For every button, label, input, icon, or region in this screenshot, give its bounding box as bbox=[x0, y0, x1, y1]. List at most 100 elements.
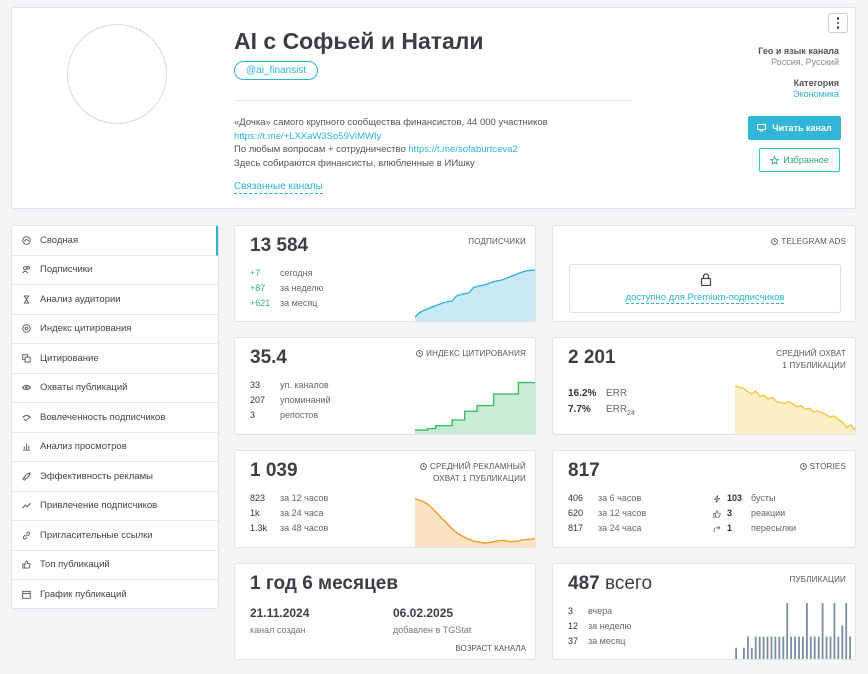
publication-bar bbox=[849, 636, 851, 659]
publication-bar bbox=[829, 636, 832, 659]
dashboard-icon bbox=[22, 236, 31, 245]
channel-age-value: 1 год 6 месяцев bbox=[250, 573, 399, 594]
sidebar-item-citation[interactable]: Цитирование bbox=[12, 344, 218, 374]
sidebar: Сводная Подписчики Анализ аудитории Инде… bbox=[11, 225, 219, 609]
sidebar-item-engagement[interactable]: Вовлеченность подписчиков bbox=[12, 403, 218, 433]
related-channels-link[interactable]: Связанные каналы bbox=[234, 181, 323, 194]
publication-bar bbox=[743, 647, 745, 659]
clock-icon bbox=[416, 350, 424, 357]
channel-header: AI с Софьей и Натали @ai_finansist «Дочк… bbox=[11, 7, 856, 209]
category-info: Категория Экономика bbox=[793, 78, 839, 99]
created-label: канал создан bbox=[250, 625, 306, 635]
publication-bar bbox=[782, 636, 785, 659]
publication-bar bbox=[817, 636, 820, 659]
description-link[interactable]: https://t.me/sofaburtceva2 bbox=[408, 144, 518, 156]
trend-icon bbox=[22, 501, 31, 510]
publications-card[interactable]: 487 всего ПУБЛИКАЦИИ 3 вчера 12 за неделю … bbox=[552, 563, 856, 660]
read-channel-button[interactable]: Читать канал bbox=[748, 116, 841, 140]
sidebar-item-post-schedule[interactable]: График публикаций bbox=[12, 580, 218, 610]
err24-value: 7.7% ERR24 bbox=[568, 404, 635, 417]
publication-bar bbox=[750, 647, 753, 659]
sidebar-item-ads[interactable]: Эффективность рекламы bbox=[12, 462, 218, 492]
eye-icon bbox=[22, 383, 31, 392]
boost-icon bbox=[713, 494, 727, 503]
publication-bar bbox=[735, 647, 737, 659]
publication-bar bbox=[809, 636, 812, 659]
page-title: AI с Софьей и Натали bbox=[234, 28, 484, 54]
chart-area bbox=[415, 270, 535, 321]
ad-reach-card[interactable]: 1 039 СРЕДНИЙ РЕКЛАМНЫЙ ОХВАТ 1 ПУБЛИКАЦ… bbox=[234, 450, 536, 548]
publication-bar bbox=[754, 636, 757, 659]
description-link[interactable]: https://t.me/+LXXaW3So59ViMWIy bbox=[234, 130, 382, 142]
sidebar-item-views[interactable]: Анализ просмотров bbox=[12, 433, 218, 462]
clock-icon bbox=[420, 463, 427, 470]
stories-views: 406 за 6 часов 620 за 12 часов 817 за 24 ча… bbox=[568, 493, 647, 533]
publication-bar bbox=[825, 636, 828, 659]
channel-handle-link[interactable]: @ai_finansist bbox=[234, 61, 319, 80]
star-icon bbox=[770, 155, 780, 165]
more-menu-button[interactable] bbox=[828, 13, 848, 33]
engagement-icon bbox=[22, 413, 31, 422]
card-title: СРЕДНИЙ РЕКЛАМНЫЙ ОХВАТ 1 ПУБЛИКАЦИИ bbox=[420, 461, 526, 485]
publication-bar bbox=[762, 636, 765, 659]
card-title: СРЕДНИЙ ОХВАТ 1 ПУБЛИКАЦИИ bbox=[776, 349, 846, 370]
chart-area bbox=[735, 386, 855, 434]
citation-index-card[interactable]: 35.4 ИНДЕКС ЦИТИРОВАНИЯ 33 уп. каналов 20… bbox=[234, 337, 536, 435]
rocket-icon bbox=[22, 472, 31, 481]
stories-card[interactable]: 817 STORIES 406 за 6 часов 620 за 12 часов… bbox=[552, 450, 856, 548]
divider bbox=[234, 100, 632, 101]
ad-reach-chart bbox=[415, 498, 535, 547]
at-icon bbox=[22, 324, 31, 333]
premium-link[interactable]: доступно для Premium-подписчиков bbox=[625, 292, 785, 304]
err-value: 16.2% ERR bbox=[568, 388, 628, 399]
subscribers-growth: +7 сегодня +87 за неделю +621 за месяц bbox=[250, 268, 324, 308]
thumb-up-icon bbox=[22, 560, 31, 569]
sidebar-item-subscribers[interactable]: Подписчики bbox=[12, 256, 218, 285]
publication-bar bbox=[766, 636, 769, 659]
publication-bar bbox=[841, 625, 844, 659]
forward-icon bbox=[713, 525, 727, 533]
sidebar-item-acquisition[interactable]: Привлечение подписчиков bbox=[12, 492, 218, 521]
chart-line bbox=[415, 381, 535, 431]
chart-line bbox=[735, 385, 855, 431]
geo-info: Гео и язык канала Россия, Русский bbox=[758, 46, 839, 67]
average-reach-card[interactable]: 2 201 СРЕДНИЙ ОХВАТ 1 ПУБЛИКАЦИИ 16.2% ER… bbox=[552, 337, 856, 435]
card-title: ВОЗРАСТ КАНАЛА bbox=[455, 644, 526, 653]
publication-bar bbox=[806, 603, 808, 659]
sidebar-item-citation-index[interactable]: Индекс цитирования bbox=[12, 315, 218, 344]
ad-reach-stats: 823 за 12 часов 1k за 24 часа 1.3k за 48 ча… bbox=[250, 493, 329, 533]
link-icon bbox=[22, 531, 31, 540]
hourglass-icon bbox=[22, 295, 31, 304]
citation-chart bbox=[415, 381, 535, 434]
description-line: https://t.me/+LXXaW3So59ViMWIy bbox=[234, 130, 548, 144]
description-line: По любым вопросам + сотрудничество https… bbox=[234, 144, 518, 156]
card-title: STORIES bbox=[799, 461, 846, 473]
publication-bar bbox=[794, 636, 796, 659]
publication-bar bbox=[786, 603, 789, 659]
publication-bar bbox=[770, 636, 773, 659]
subscribers-chart bbox=[415, 269, 535, 321]
sidebar-item-audience[interactable]: Анализ аудитории bbox=[12, 285, 218, 315]
chart-line bbox=[415, 498, 535, 544]
publication-bar bbox=[758, 636, 761, 659]
users-icon bbox=[22, 265, 31, 274]
ad-reach-value: 1 039 bbox=[250, 460, 298, 481]
premium-lock-box[interactable]: доступно для Premium-подписчиков bbox=[569, 264, 841, 313]
clock-icon bbox=[771, 238, 779, 245]
publication-bar bbox=[790, 636, 792, 659]
like-icon bbox=[713, 509, 727, 518]
sidebar-item-summary[interactable]: Сводная bbox=[12, 226, 218, 256]
avatar bbox=[67, 24, 167, 124]
description-line: Здесь собираются финансисты, влюбленные … bbox=[234, 157, 475, 169]
sidebar-item-invite-links[interactable]: Пригласительные ссылки bbox=[12, 521, 218, 551]
publication-bar bbox=[778, 636, 781, 659]
sidebar-item-reach[interactable]: Охваты публикаций bbox=[12, 374, 218, 403]
chart-area bbox=[415, 382, 535, 434]
citation-stats: 33 уп. каналов 207 упоминаний 3 репостов bbox=[250, 380, 331, 420]
subscribers-card[interactable]: 13 584 ПОДПИСЧИКИ +7 сегодня +87 за неделю… bbox=[234, 225, 536, 322]
bar-chart-icon bbox=[22, 442, 31, 451]
sidebar-item-top-posts[interactable]: Топ публикаций bbox=[12, 551, 218, 580]
publication-bar bbox=[774, 636, 777, 659]
favorite-button[interactable]: Избранное bbox=[759, 148, 840, 172]
category-link[interactable]: Экономика bbox=[793, 89, 839, 99]
